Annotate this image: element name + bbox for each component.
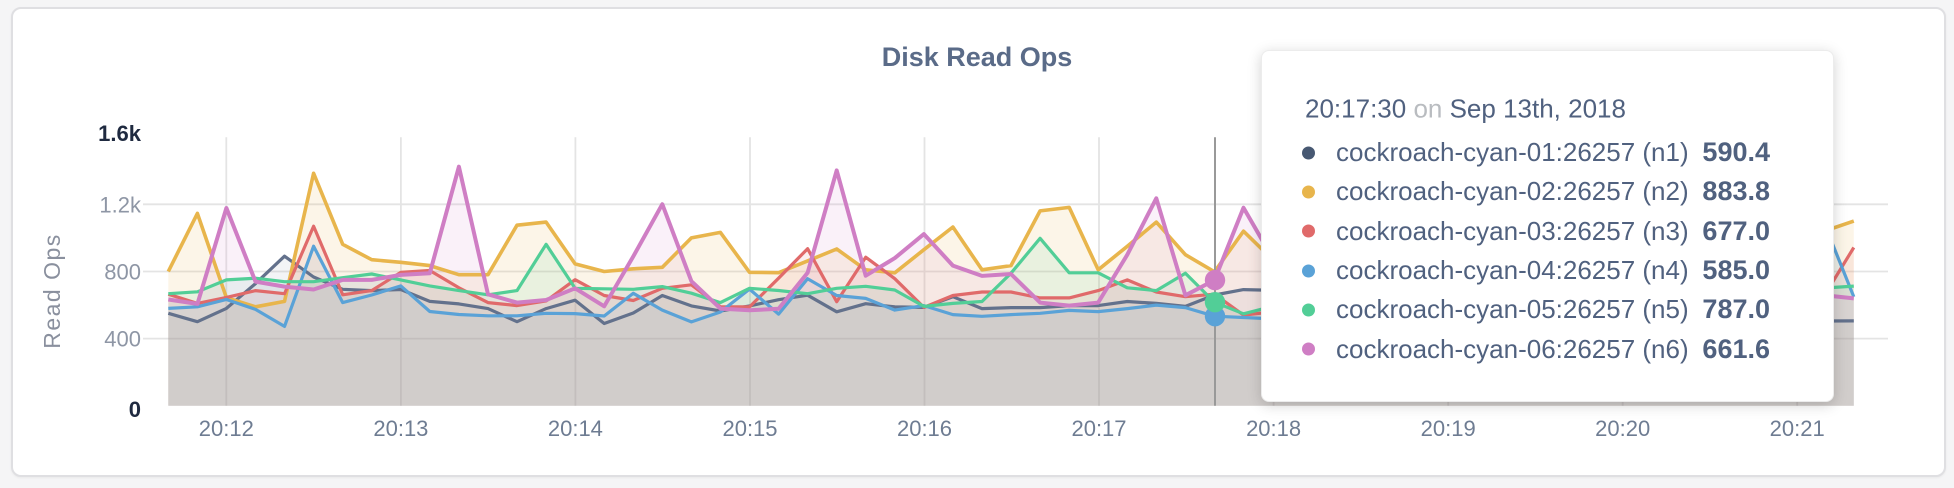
svg-text:20:12: 20:12 <box>199 416 254 441</box>
svg-text:Read Ops: Read Ops <box>39 233 65 349</box>
svg-text:20:19: 20:19 <box>1421 416 1476 441</box>
svg-text:20:15: 20:15 <box>722 416 777 441</box>
svg-text:400: 400 <box>104 327 141 352</box>
svg-text:20:16: 20:16 <box>897 416 952 441</box>
svg-text:800: 800 <box>104 260 141 285</box>
svg-text:20:21: 20:21 <box>1770 416 1825 441</box>
svg-text:0: 0 <box>129 397 141 422</box>
svg-text:20:18: 20:18 <box>1246 416 1301 441</box>
svg-text:20:17: 20:17 <box>1071 416 1126 441</box>
svg-text:20:13: 20:13 <box>373 416 428 441</box>
svg-text:20:20: 20:20 <box>1595 416 1650 441</box>
svg-text:1.6k: 1.6k <box>98 121 142 146</box>
svg-text:20:14: 20:14 <box>548 416 603 441</box>
svg-text:1.2k: 1.2k <box>99 192 142 217</box>
